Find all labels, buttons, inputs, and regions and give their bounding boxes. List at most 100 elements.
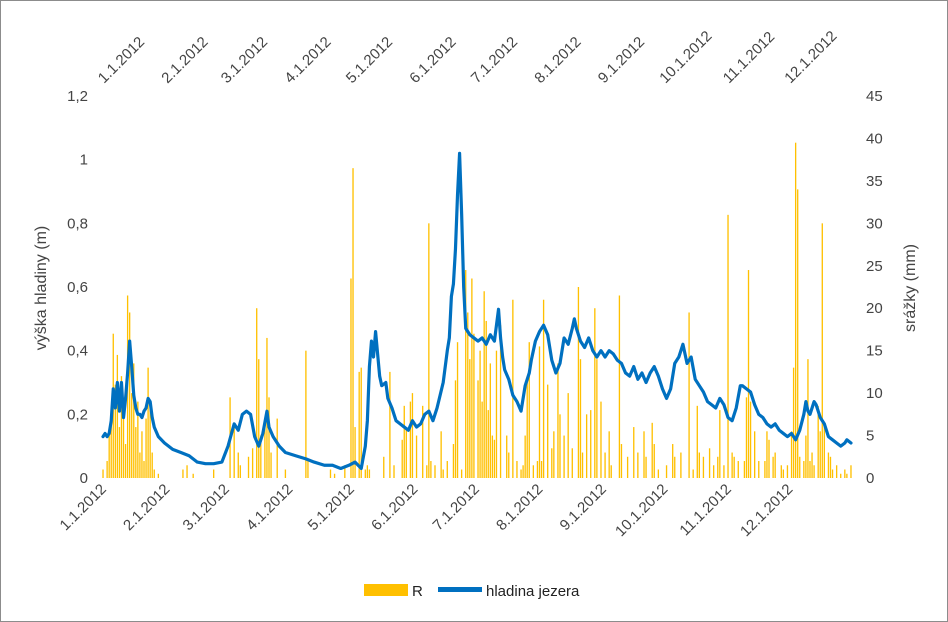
legend-label-precip: R (412, 583, 423, 600)
precip-bar (846, 473, 848, 478)
precip-bar (551, 448, 553, 478)
precip-bar (118, 427, 121, 478)
precip-bar (758, 461, 760, 478)
precip-bar (389, 371, 391, 478)
precip-bar (129, 312, 131, 478)
precip-bar (553, 431, 555, 478)
precip-bar (266, 337, 268, 478)
precip-bar (469, 359, 471, 478)
precip-bar (528, 342, 530, 478)
precip-bar (307, 461, 309, 478)
precip-bar (743, 461, 746, 478)
precip-bar (840, 473, 842, 478)
precip-bar (506, 435, 508, 478)
precip-bar (821, 223, 823, 478)
precip-bar (547, 384, 549, 478)
precip-bar (268, 397, 270, 478)
precip-bar (422, 405, 424, 478)
precip-bar (792, 367, 795, 478)
precip-bar (145, 418, 147, 478)
precip-bar (139, 452, 141, 478)
precip-bar (829, 456, 832, 478)
precip-bar (717, 456, 719, 478)
precip-bar (772, 456, 774, 478)
precip-bar (149, 401, 151, 478)
precip-bar (766, 431, 768, 478)
precip-bar (239, 465, 241, 478)
precip-bar (383, 456, 385, 478)
left-y-axis-ticks: 0 0,2 0,4 0,6 0,8 1 1,2 (67, 88, 88, 487)
precip-bar (696, 405, 698, 478)
precip-bar (532, 465, 535, 478)
precip-bar (754, 431, 756, 478)
precip-bar (835, 465, 838, 478)
legend-swatch-precip (364, 584, 408, 596)
precip-bar (401, 439, 403, 478)
precip-bar (563, 435, 565, 478)
precip-bar (106, 461, 108, 478)
precip-bar (426, 465, 428, 478)
precip-bar (585, 414, 588, 478)
precip-bar (618, 295, 621, 478)
left-y-tick-label: 0,6 (67, 279, 88, 296)
precip-bar (147, 367, 149, 478)
precip-bar (782, 469, 785, 478)
precip-bar (723, 465, 725, 478)
precip-bar (485, 320, 487, 478)
precip-bar (411, 393, 414, 478)
right-y-tick-label: 45 (866, 88, 883, 105)
lake-level-line (101, 151, 853, 471)
right-axis-title: srážky (mm) (902, 244, 919, 332)
precip-bar (473, 333, 475, 478)
precip-bar (708, 448, 711, 478)
precip-bar (120, 376, 123, 478)
right-y-axis-ticks: 0 5 10 15 20 25 30 35 40 45 (866, 88, 883, 487)
precip-bar (344, 465, 346, 478)
precip-bar (626, 456, 629, 478)
precip-bar (805, 435, 807, 478)
precip-bar (479, 350, 481, 478)
right-y-tick-label: 40 (866, 130, 883, 147)
precip-bar (366, 465, 369, 478)
precip-bar (237, 452, 239, 478)
precip-bar (577, 287, 580, 478)
precip-bar (774, 452, 776, 478)
precip-bar (807, 359, 809, 478)
left-y-tick-label: 0,4 (67, 343, 88, 360)
precip-bar (284, 469, 287, 478)
precip-bar (817, 405, 819, 478)
precip-bar (680, 452, 682, 478)
precip-bar (368, 469, 371, 478)
right-y-tick-label: 35 (866, 173, 883, 190)
precip-bar (393, 465, 395, 478)
precip-bar (305, 350, 307, 478)
precip-bar (768, 439, 770, 478)
precip-bar (270, 452, 272, 478)
legend-swatch-level (438, 587, 482, 592)
left-y-tick-label: 0,2 (67, 406, 88, 423)
legend: R hladina jezera (364, 583, 580, 600)
precip-bar (831, 469, 834, 478)
left-y-tick-label: 0 (80, 470, 88, 487)
precip-bar (651, 422, 653, 478)
precip-bar (799, 456, 801, 478)
precip-bar (456, 342, 459, 478)
precip-bar (653, 444, 655, 478)
precip-bar (258, 359, 260, 478)
precip-bar (131, 393, 133, 478)
precip-bar (465, 270, 467, 478)
precip-bar (454, 380, 457, 478)
precip-bar (813, 465, 815, 478)
precip-bar (749, 401, 752, 478)
precip-bar (540, 461, 543, 478)
precip-bar (581, 452, 584, 478)
precip-bar (844, 469, 846, 478)
precip-bar (702, 456, 705, 478)
precip-bar (645, 456, 647, 478)
precip-bar (850, 465, 852, 478)
precip-bar (333, 473, 336, 478)
precip-bar (135, 427, 137, 478)
precip-bar (727, 214, 729, 478)
precip-bar (192, 473, 194, 478)
